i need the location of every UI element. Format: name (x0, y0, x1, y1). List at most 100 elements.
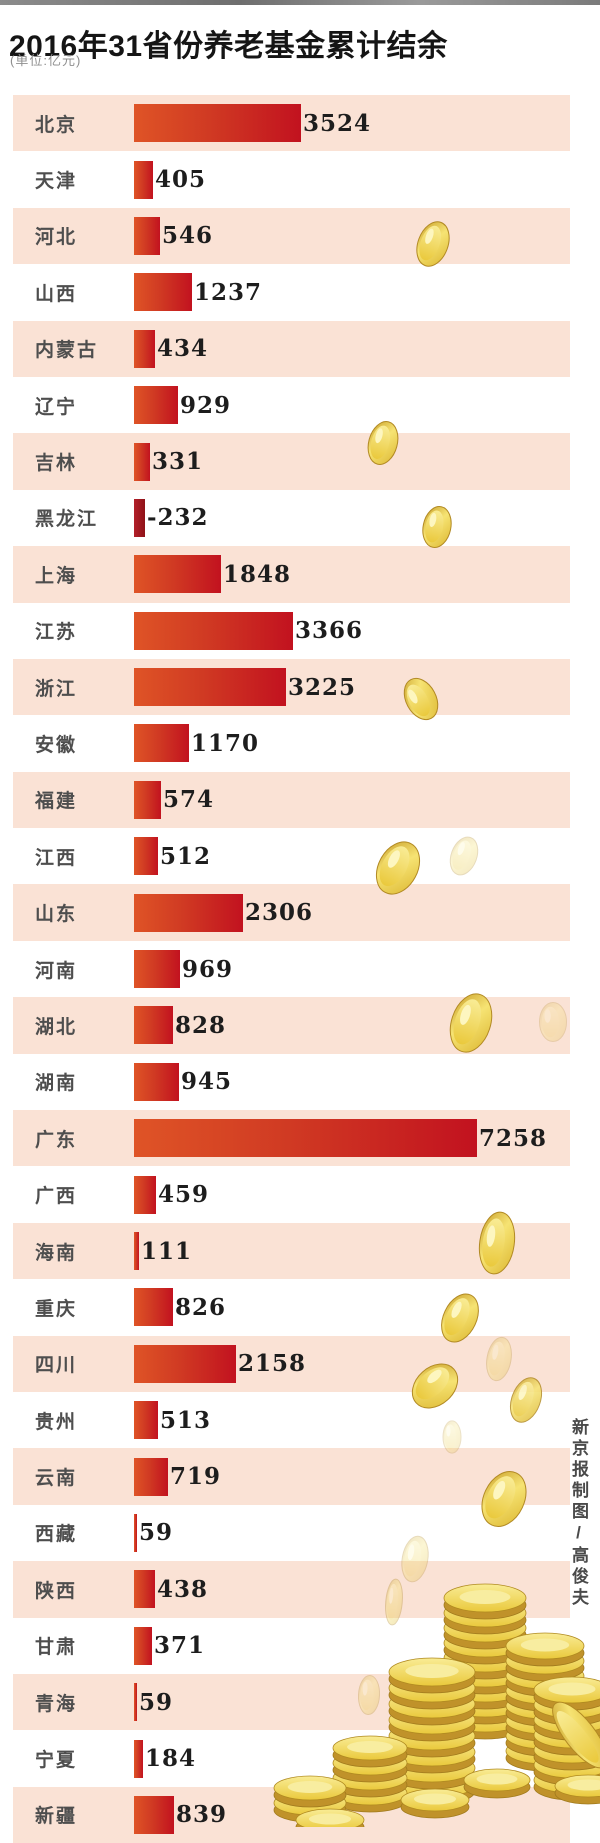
bar-row: 江西 512 (13, 828, 570, 884)
province-label: 陕西 (35, 1580, 78, 1602)
value-label: 7258 (479, 1124, 548, 1152)
bar-row: 浙江 3225 (13, 658, 570, 716)
value-bar (134, 1401, 158, 1440)
value-label: 826 (175, 1293, 227, 1321)
value-label: 719 (170, 1463, 222, 1491)
value-label: 1237 (194, 278, 263, 306)
value-bar (134, 1288, 173, 1327)
value-bar (134, 329, 155, 368)
value-label: 184 (145, 1745, 197, 1773)
value-label: 1848 (223, 560, 292, 588)
value-bar (134, 837, 158, 876)
bar-row: 北京 3524 (13, 95, 570, 152)
value-bar (134, 1344, 236, 1383)
value-label: 2158 (238, 1350, 307, 1378)
province-label: 重庆 (35, 1298, 78, 1320)
value-bar (134, 555, 221, 594)
bar-row: 山东 2306 (13, 884, 570, 941)
value-label: 3366 (295, 617, 364, 645)
bar-row: 河北 546 (13, 207, 570, 265)
bar-row: 重庆 826 (13, 1279, 570, 1335)
bar-row: 青海 59 (13, 1673, 570, 1731)
value-bar (134, 1006, 173, 1045)
province-label: 天津 (35, 171, 78, 193)
value-label: 3524 (303, 109, 372, 137)
bar-row: 江苏 3366 (13, 603, 570, 659)
bar-row: 上海 1848 (13, 546, 570, 603)
province-label: 河北 (35, 227, 78, 249)
value-bar (134, 1739, 143, 1778)
province-label: 北京 (35, 114, 78, 136)
value-bar (134, 160, 153, 199)
bar-row: 贵州 513 (13, 1392, 570, 1448)
value-bar (134, 1626, 152, 1665)
value-bar (134, 1683, 137, 1722)
value-bar (134, 1795, 174, 1834)
province-label: 湖北 (35, 1016, 78, 1038)
bar-row: 四川 2158 (13, 1335, 570, 1392)
bar-row: 福建 574 (13, 771, 570, 829)
value-bar (134, 1062, 179, 1101)
value-bar (134, 1119, 477, 1158)
value-bar (134, 273, 192, 312)
province-label: 湖南 (35, 1073, 78, 1095)
value-label: 331 (152, 448, 204, 476)
bar-row: 广西 459 (13, 1166, 570, 1222)
chart-unit-label: (单位:亿元) (10, 53, 82, 68)
province-label: 甘肃 (35, 1637, 78, 1659)
value-label: 371 (154, 1632, 206, 1660)
value-bar (134, 950, 180, 989)
value-label: -232 (147, 504, 209, 532)
province-label: 四川 (35, 1355, 78, 1377)
value-label: 969 (182, 955, 234, 983)
province-label: 广西 (35, 1186, 78, 1208)
province-label: 青海 (35, 1693, 78, 1715)
value-label: 59 (139, 1519, 174, 1547)
bar-row: 山西 1237 (13, 264, 570, 320)
value-bar (134, 1175, 156, 1214)
bar-row: 西藏 59 (13, 1505, 570, 1561)
value-label: 512 (160, 842, 212, 870)
value-bar (134, 611, 293, 650)
value-bar (134, 724, 189, 763)
province-label: 山西 (35, 283, 78, 305)
province-label: 上海 (35, 565, 78, 587)
bar-row: 湖南 945 (13, 1054, 570, 1110)
province-label: 内蒙古 (35, 340, 99, 362)
bar-row: 云南 719 (13, 1448, 570, 1505)
province-label: 江苏 (35, 622, 78, 644)
bar-row: 河南 969 (13, 941, 570, 997)
value-label: 1170 (191, 729, 260, 757)
bar-row: 湖北 828 (13, 997, 570, 1054)
value-label: 574 (163, 786, 215, 814)
bar-row: 新疆 839 (13, 1786, 570, 1843)
value-bar (134, 893, 243, 932)
province-label: 河南 (35, 960, 78, 982)
province-label: 云南 (35, 1468, 78, 1490)
value-bar (134, 216, 160, 255)
value-bar (134, 1232, 139, 1270)
value-label: 828 (175, 1011, 227, 1039)
value-label: 405 (155, 166, 207, 194)
value-label: 459 (158, 1181, 210, 1209)
value-bar (134, 386, 178, 425)
value-label: 546 (162, 222, 214, 250)
bar-row: 辽宁 929 (13, 377, 570, 433)
province-label: 宁夏 (35, 1750, 78, 1772)
value-bar (134, 104, 301, 143)
province-label: 黑龙江 (35, 509, 99, 531)
cropped-page-edge (0, 0, 600, 5)
value-label: 2306 (245, 899, 314, 927)
chart-title: 2016年31省份养老基金累计结余 (9, 30, 448, 64)
value-bar (134, 1457, 168, 1496)
value-label: 59 (139, 1688, 174, 1716)
bar-row: 广东 7258 (13, 1110, 570, 1167)
province-label: 江西 (35, 847, 78, 869)
value-label: 434 (157, 335, 209, 363)
bar-row: 内蒙古 434 (13, 320, 570, 377)
province-label: 新疆 (35, 1806, 78, 1828)
value-label: 3225 (288, 673, 357, 701)
value-bar (134, 668, 286, 707)
value-bar (134, 1513, 137, 1552)
province-label: 浙江 (35, 678, 78, 700)
